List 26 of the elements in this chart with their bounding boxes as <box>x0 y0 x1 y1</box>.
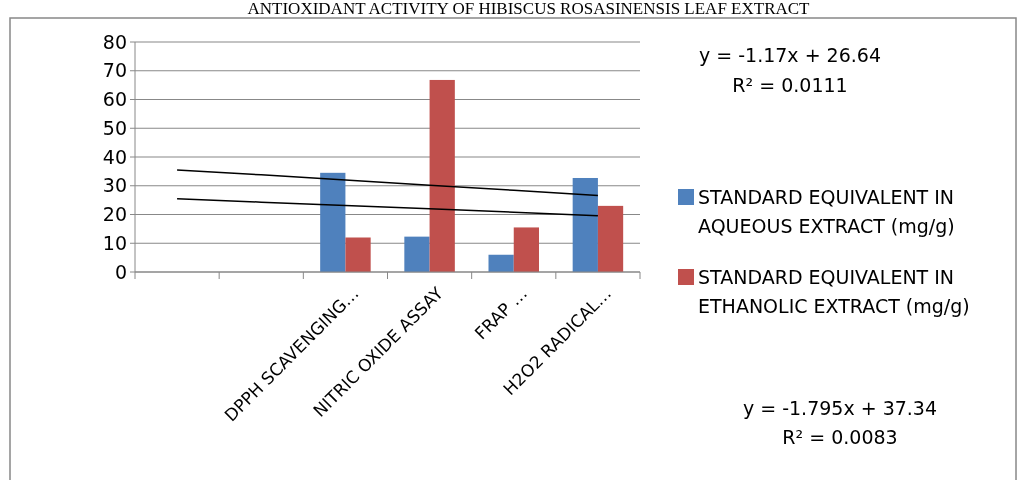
text: y = -1.795x + 37.34 <box>742 397 938 419</box>
bar <box>513 227 539 272</box>
bar <box>429 79 455 272</box>
bar <box>320 172 346 272</box>
bar <box>345 237 371 272</box>
text: y = -1.17x + 26.64 <box>698 44 882 66</box>
bar <box>488 254 514 272</box>
y-tick-label: 40 <box>102 145 127 168</box>
chart-title: ANTIOXIDANT ACTIVITY OF HIBISCUS ROSASINENSIS LEAF EXTRACT <box>247 0 811 18</box>
text: R² = 0.0111 <box>732 74 848 96</box>
y-tick-label: 50 <box>102 116 127 139</box>
legend-label: STANDARD EQUIVALENT IN ETHANOLIC EXTRACT (mg/g) <box>698 265 970 318</box>
legend-label: STANDARD EQUIVALENT IN AQUEOUS EXTRACT (mg/g) <box>698 185 955 238</box>
bar <box>572 177 598 272</box>
y-tick-label: 20 <box>102 203 127 226</box>
bar <box>597 205 624 272</box>
y-tick-label: 60 <box>102 88 127 111</box>
y-tick-label: 30 <box>102 174 127 197</box>
line-series <box>176 197 599 217</box>
y-tick-label: 10 <box>102 231 127 254</box>
y-tick-label: 0 <box>114 260 127 283</box>
line-series <box>176 169 599 197</box>
y-tick-label: 80 <box>102 30 127 53</box>
bar <box>404 236 430 272</box>
text: R² = 0.0083 <box>782 426 898 448</box>
y-tick-label: 70 <box>102 59 127 82</box>
